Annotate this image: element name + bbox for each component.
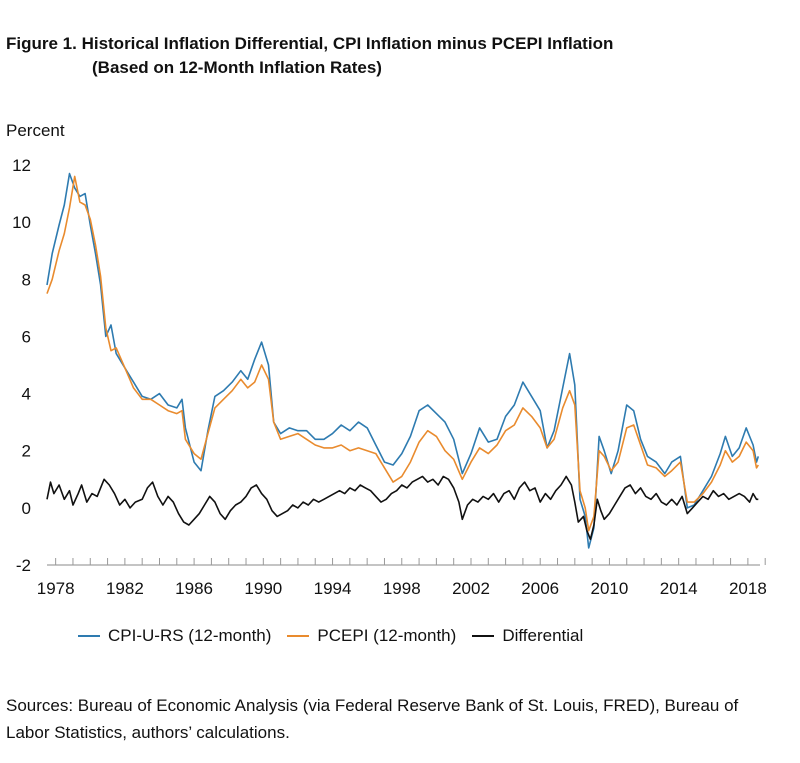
- x-tick-label: 2006: [521, 579, 559, 598]
- pcepi-line: [46, 175, 759, 532]
- legend-swatch-differential: [472, 635, 495, 637]
- x-tick-label: 1982: [106, 579, 144, 598]
- legend-label-pcepi: PCEPI (12-month): [317, 626, 457, 645]
- x-tick-label: 2018: [729, 579, 767, 598]
- x-tick-label: 2014: [660, 579, 698, 598]
- x-tick-label: 2002: [452, 579, 490, 598]
- y-tick-label: 2: [22, 442, 31, 461]
- chart-legend: CPI-U-RS (12-month) PCEPI (12-month) Dif…: [78, 626, 599, 646]
- x-tick-label: 1990: [244, 579, 282, 598]
- y-tick-label: 6: [22, 327, 31, 346]
- y-tick-label: 8: [22, 270, 31, 289]
- chart-axes: 12 10 8 6 4 2 0 -2 1978 1982 1986 1990 1994 1998 2002 2…: [12, 156, 767, 598]
- y-tick-label: -2: [16, 556, 31, 575]
- chart-subtitle: (Based on 12-Month Inflation Rates): [92, 58, 382, 77]
- y-tick-label: 4: [22, 385, 31, 404]
- y-tick-label: 10: [12, 213, 31, 232]
- chart-series: [46, 172, 760, 549]
- line-chart: 12 10 8 6 4 2 0 -2 1978 1982 1986 1990 1994 1998 2002 2…: [12, 156, 767, 598]
- x-tick-label: 1994: [314, 579, 352, 598]
- chart-title: Figure 1. Historical Inflation Different…: [6, 34, 614, 53]
- sources-note: Sources: Bureau of Economic Analysis (vi…: [6, 696, 739, 742]
- legend-label-cpi: CPI-U-RS (12-month): [108, 626, 272, 645]
- cpi-u-rs-line: [46, 172, 760, 549]
- y-tick-label: 12: [12, 156, 31, 175]
- legend-swatch-pcepi: [287, 635, 310, 637]
- legend-item-cpi: CPI-U-RS (12-month): [78, 626, 271, 646]
- legend-label-differential: Differential: [502, 626, 584, 645]
- x-tick-label: 1978: [37, 579, 75, 598]
- legend-item-pcepi: PCEPI (12-month): [287, 626, 456, 646]
- x-tick-label: 1998: [383, 579, 421, 598]
- y-axis-label: Percent: [6, 121, 65, 140]
- x-tick-label: 2010: [591, 579, 629, 598]
- y-tick-label: 0: [22, 499, 31, 518]
- legend-item-differential: Differential: [472, 626, 583, 646]
- differential-line: [46, 475, 759, 541]
- x-tick-label: 1986: [175, 579, 213, 598]
- legend-swatch-cpi: [78, 635, 100, 637]
